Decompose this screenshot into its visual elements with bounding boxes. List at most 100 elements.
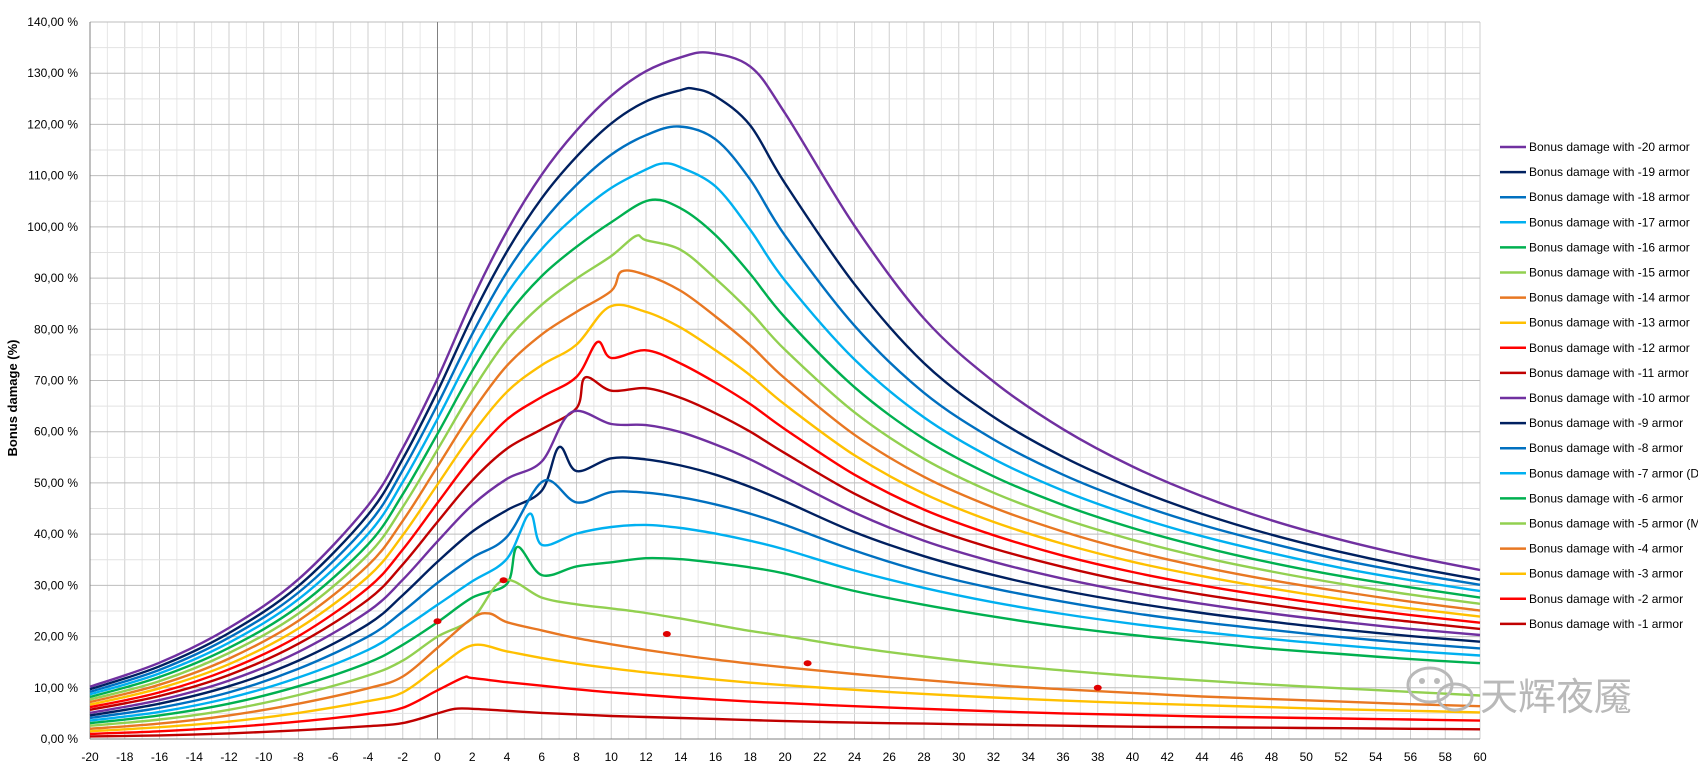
- x-tick-label: -2: [397, 750, 408, 764]
- series-line-16: [89, 578, 1481, 727]
- y-axis-ticks: 0,00 % 10,00 % 20,00 % 30,00 % 40,00 % 50,00 …: [27, 15, 78, 746]
- series-line-2: [89, 86, 1481, 691]
- legend-label: Bonus damage with -12 armor: [1529, 341, 1690, 355]
- x-tick-label: 22: [813, 750, 827, 764]
- series-line-5: [89, 198, 1481, 699]
- series-line-18: [89, 643, 1481, 733]
- y-tick-label: 60,00 %: [34, 425, 78, 439]
- marker-point: [1093, 684, 1102, 691]
- legend-label: Bonus damage with -3 armor: [1529, 567, 1683, 581]
- x-tick-label: 58: [1439, 750, 1453, 764]
- series-line-3: [89, 125, 1481, 694]
- y-tick-label: 130,00 %: [27, 66, 78, 80]
- series-line-4: [89, 162, 1481, 696]
- series-line-14: [89, 512, 1481, 722]
- x-tick-label: 12: [639, 750, 653, 764]
- x-tick-label: -16: [151, 750, 169, 764]
- series-line-1: [89, 51, 1481, 688]
- x-tick-label: 10: [605, 750, 619, 764]
- marker-point: [433, 618, 442, 625]
- legend: Bonus damage with -20 armor Bonus damage …: [1500, 140, 1698, 631]
- series-line-12: [89, 445, 1481, 717]
- x-tick-label: 50: [1300, 750, 1314, 764]
- series-line-7: [89, 269, 1481, 704]
- legend-label: Bonus damage with -16 armor: [1529, 240, 1690, 254]
- y-tick-label: 70,00 %: [34, 374, 78, 388]
- y-tick-label: 100,00 %: [27, 220, 78, 234]
- legend-label: Bonus damage with -13 armor: [1529, 316, 1690, 330]
- x-tick-label: 40: [1126, 750, 1140, 764]
- x-tick-label: 18: [744, 750, 758, 764]
- x-tick-label: 34: [1022, 750, 1036, 764]
- x-tick-label: -14: [186, 750, 204, 764]
- legend-label: Bonus damage with -18 armor: [1529, 190, 1690, 204]
- legend-label: Bonus damage with -4 armor: [1529, 542, 1683, 556]
- legend-label: Bonus damage with -10 armor: [1529, 391, 1690, 405]
- series-line-19: [89, 675, 1481, 736]
- x-tick-label: 38: [1091, 750, 1105, 764]
- y-tick-label: 0,00 %: [41, 732, 79, 746]
- x-tick-label: 8: [573, 750, 580, 764]
- x-tick-label: 30: [952, 750, 966, 764]
- x-tick-label: 14: [674, 750, 688, 764]
- x-tick-label: 32: [987, 750, 1001, 764]
- x-tick-label: 16: [709, 750, 723, 764]
- x-tick-label: 2: [469, 750, 476, 764]
- x-tick-label: 26: [883, 750, 897, 764]
- series-lines: [89, 51, 1481, 738]
- marker-point: [499, 577, 508, 584]
- x-tick-label: 44: [1195, 750, 1209, 764]
- legend-label: Bonus damage with -8 armor: [1529, 441, 1683, 455]
- x-tick-label: 28: [917, 750, 931, 764]
- x-tick-label: 6: [538, 750, 545, 764]
- legend-label: Bonus damage with -14 armor: [1529, 291, 1690, 305]
- y-tick-label: 50,00 %: [34, 476, 78, 490]
- series-line-9: [89, 340, 1481, 709]
- wechat-logo-icon: [1406, 666, 1474, 712]
- x-tick-label: 48: [1265, 750, 1279, 764]
- x-tick-label: 42: [1161, 750, 1175, 764]
- watermark: 天辉夜魇: [1406, 666, 1632, 719]
- series-line-10: [89, 375, 1481, 711]
- legend-label: Bonus damage with -15 armor: [1529, 266, 1690, 280]
- series-line-15: [89, 545, 1481, 725]
- series-line-8: [89, 303, 1481, 706]
- x-tick-label: 0: [434, 750, 441, 764]
- legend-label: Bonus damage with -20 armor: [1529, 140, 1690, 154]
- legend-label: Bonus damage with -11 armor: [1529, 366, 1689, 380]
- data-markers: [433, 577, 1102, 691]
- legend-label: Bonus damage with -5 armor (Medallion of…: [1529, 517, 1698, 531]
- legend-label: Bonus damage with -17 armor: [1529, 215, 1690, 229]
- y-tick-label: 40,00 %: [34, 527, 78, 541]
- legend-label: Bonus damage with -7 armor (Desolator): [1529, 466, 1698, 480]
- y-tick-label: 30,00 %: [34, 578, 78, 592]
- x-tick-label: -10: [255, 750, 273, 764]
- legend-label: Bonus damage with -6 armor: [1529, 491, 1683, 505]
- y-tick-label: 140,00 %: [27, 15, 78, 29]
- series-line-20: [89, 707, 1481, 738]
- y-tick-label: 10,00 %: [34, 681, 78, 695]
- series-line-6: [89, 234, 1481, 701]
- x-tick-label: 46: [1230, 750, 1244, 764]
- legend-label: Bonus damage with -1 armor: [1529, 617, 1683, 631]
- x-tick-label: 60: [1473, 750, 1487, 764]
- x-tick-label: 54: [1369, 750, 1383, 764]
- marker-point: [662, 631, 671, 638]
- x-tick-label: 52: [1334, 750, 1348, 764]
- y-axis-label: Bonus damage (%): [5, 339, 20, 456]
- y-tick-label: 110,00 %: [28, 169, 78, 183]
- x-tick-label: 24: [848, 750, 862, 764]
- x-tick-label: -12: [220, 750, 238, 764]
- y-tick-label: 90,00 %: [34, 271, 78, 285]
- grid-lines: [89, 21, 1481, 740]
- watermark-text: 天辉夜魇: [1480, 675, 1632, 719]
- x-tick-label: -8: [293, 750, 304, 764]
- series-line-17: [89, 611, 1481, 730]
- marker-point: [803, 660, 812, 667]
- legend-label: Bonus damage with -2 armor: [1529, 592, 1683, 606]
- x-tick-label: -6: [328, 750, 339, 764]
- series-line-13: [89, 478, 1481, 720]
- legend-label: Bonus damage with -9 armor: [1529, 416, 1683, 430]
- y-tick-label: 120,00 %: [27, 117, 78, 131]
